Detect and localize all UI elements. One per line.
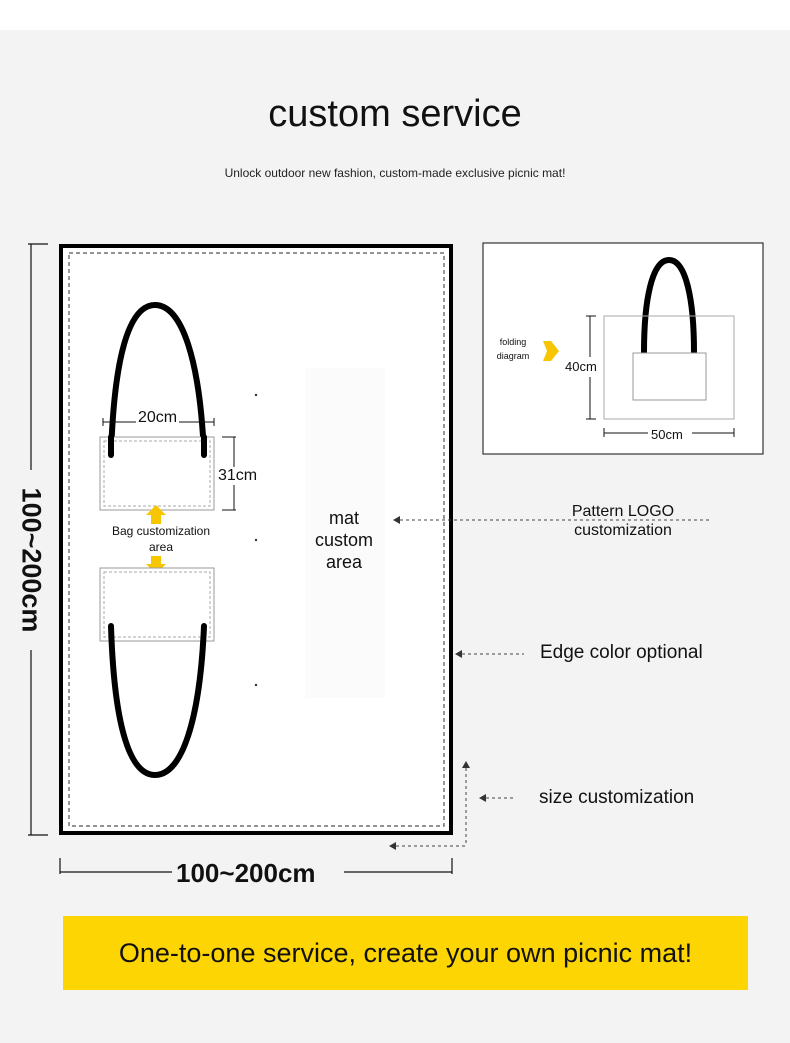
- mat-edge-dashed: [68, 252, 445, 827]
- yellow-arrow-down-icon: [146, 556, 166, 574]
- size-arrows: [389, 761, 516, 850]
- yellow-arrow-up-icon: [146, 505, 166, 524]
- vertical-size-label: 100~200cm: [16, 487, 47, 633]
- bag-body-top: [99, 436, 215, 511]
- folding-height-label: 40cm: [565, 359, 597, 374]
- pattern-logo-arrow: [393, 516, 710, 524]
- bag-body-bottom: [99, 567, 215, 642]
- page-subtitle: Unlock outdoor new fashion, custom-made …: [224, 166, 566, 180]
- bag-height-label: 31cm: [217, 467, 259, 485]
- edge-color-label: Edge color optional: [540, 642, 703, 663]
- bottom-banner: One-to-one service, create your own picn…: [63, 916, 748, 990]
- top-strip: [0, 0, 790, 30]
- mat-center-label: mat custom area: [314, 508, 374, 572]
- horizontal-size-label: 100~200cm: [176, 858, 316, 888]
- bag-handle-bottom: [108, 623, 207, 779]
- folding-yellow-arrow-icon: [543, 341, 559, 361]
- folding-width-dimension: [603, 428, 735, 437]
- bag-handle-top: [108, 301, 207, 458]
- bag-area-label: Bag customization area: [111, 524, 211, 554]
- folding-height-dimension: [586, 315, 596, 420]
- folding-label: folding diagram: [496, 337, 530, 361]
- vertical-dimension-line: [28, 243, 48, 836]
- pattern-logo-label: Pattern LOGO customization: [571, 503, 675, 539]
- folding-bag-outer: [603, 315, 735, 420]
- edge-color-arrow: [455, 650, 524, 658]
- folding-bag-inner: [632, 352, 707, 401]
- mat-custom-area-box: [305, 368, 385, 698]
- folding-handle: [641, 256, 697, 355]
- bag-width-label: 20cm: [136, 409, 180, 427]
- banner-text: One-to-one service, create your own picn…: [118, 937, 693, 968]
- horizontal-dimension-line: [59, 858, 453, 874]
- size-customization-label: size customization: [539, 787, 695, 808]
- folding-width-label: 50cm: [651, 427, 683, 442]
- page-title: custom service: [268, 93, 522, 135]
